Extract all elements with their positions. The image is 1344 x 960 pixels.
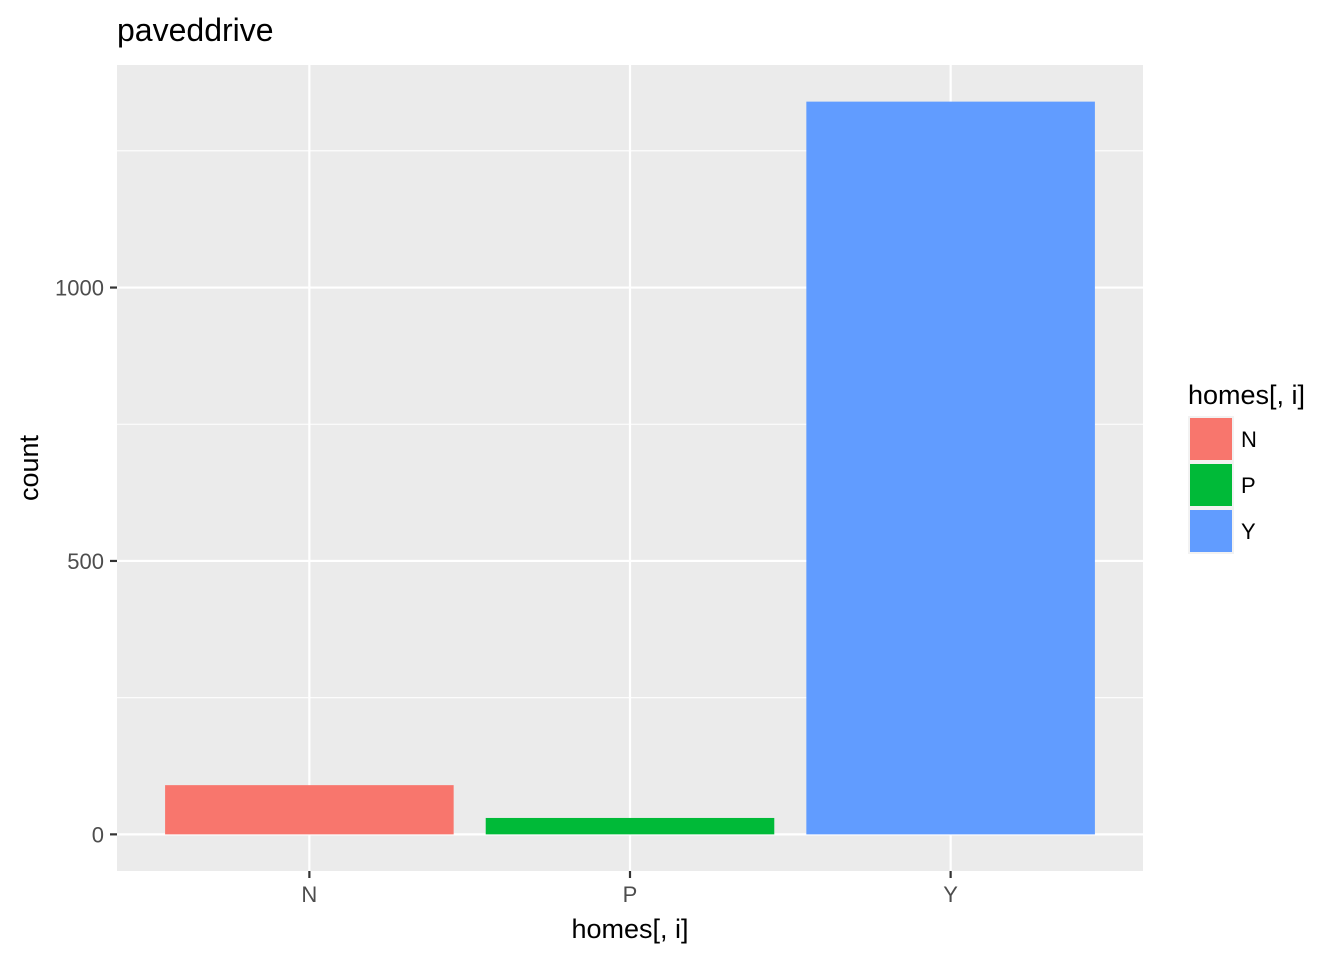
y-axis-title: count (14, 434, 44, 501)
y-tick-label: 1000 (55, 276, 104, 301)
x-tick-label: P (623, 882, 638, 907)
y-axis: 0 500 1000 (55, 276, 117, 847)
x-tick-label: N (301, 882, 317, 907)
y-tick-label: 500 (67, 549, 104, 574)
bars (165, 101, 1095, 835)
x-axis-title: homes[, i] (571, 914, 688, 944)
legend: homes[, i] NPY (1188, 380, 1305, 554)
bar-p (485, 817, 775, 835)
legend-swatch-p (1190, 464, 1232, 506)
chart-title: paveddrive (117, 12, 274, 48)
x-tick-label: Y (943, 882, 958, 907)
bar-n (165, 785, 454, 835)
legend-title: homes[, i] (1188, 380, 1305, 410)
legend-label-p: P (1241, 473, 1256, 498)
legend-label-n: N (1241, 427, 1257, 452)
bar-y (806, 101, 1095, 835)
legend-swatch-y (1190, 510, 1232, 552)
legend-label-y: Y (1241, 519, 1256, 544)
y-tick-label: 0 (92, 822, 104, 847)
legend-swatch-n (1190, 418, 1232, 460)
